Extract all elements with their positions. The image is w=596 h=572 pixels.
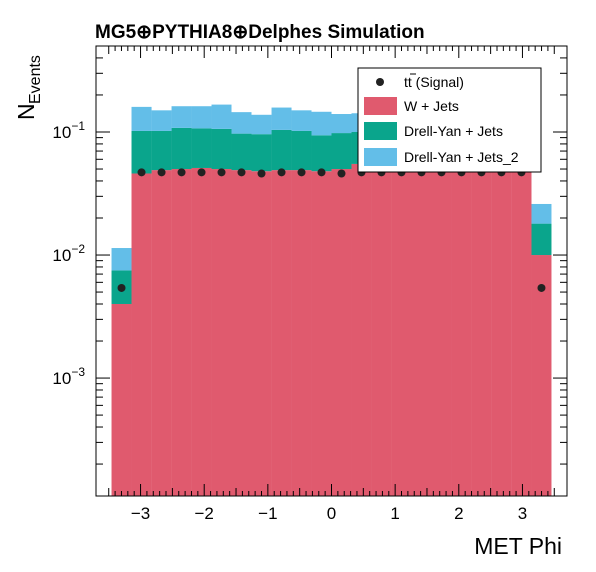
bar-w-jets-16: [431, 164, 451, 496]
bar-w-jets-20: [511, 167, 531, 496]
signal-point-1: [138, 168, 146, 176]
y-tick-label: 10−1: [52, 119, 85, 142]
bar-drell-yan-jets-2-8: [272, 108, 292, 130]
bar-w-jets-6: [232, 170, 252, 496]
bar-drell-yan-jets-8: [272, 130, 292, 170]
legend-swatch: [364, 148, 397, 166]
y-axis-label-main: N: [13, 103, 39, 120]
y-axis-tick-labels: 10−3 10−2 10−1: [52, 119, 85, 388]
x-axis-label: MET Phi: [474, 533, 562, 559]
x-tick-label: 3: [518, 504, 527, 523]
signal-point-3: [178, 168, 186, 176]
bar-w-jets-15: [412, 163, 432, 496]
x-tick-label: −3: [131, 504, 150, 523]
bar-drell-yan-jets-7: [251, 134, 271, 171]
legend-swatch: [364, 97, 397, 115]
signal-point-2: [158, 168, 166, 176]
signal-point-4: [198, 168, 206, 176]
x-tick-label: 1: [390, 504, 399, 523]
bar-w-jets-10: [312, 171, 332, 496]
bar-drell-yan-jets-3: [172, 128, 192, 169]
bar-w-jets-13: [371, 164, 391, 496]
bar-w-jets-5: [212, 169, 232, 496]
signal-point-0: [118, 284, 126, 292]
bar-w-jets-3: [172, 169, 192, 496]
signal-point-9: [298, 168, 306, 176]
legend-label-signal: tt (Signal): [404, 74, 464, 90]
bar-drell-yan-jets-2-11: [332, 114, 352, 133]
bar-w-jets-14: [391, 164, 411, 496]
bar-drell-yan-jets-21: [531, 224, 551, 255]
signal-point-5: [218, 168, 226, 176]
bar-w-jets-4: [192, 168, 212, 496]
signal-point-10: [318, 168, 326, 176]
bar-w-jets-1: [132, 173, 152, 496]
bar-drell-yan-jets-2-5: [212, 105, 232, 129]
bar-drell-yan-jets-2-3: [172, 106, 192, 128]
x-tick-label: 2: [454, 504, 463, 523]
y-tick-label: 10−2: [52, 242, 85, 265]
signal-point-21: [537, 284, 545, 292]
bar-w-jets-17: [451, 164, 471, 496]
x-tick-label: 0: [327, 504, 336, 523]
legend-marker-signal: [376, 78, 384, 86]
bar-drell-yan-jets-2-2: [152, 110, 172, 131]
legend-swatch: [364, 122, 397, 140]
bar-drell-yan-jets-2-9: [292, 110, 312, 131]
signal-point-8: [278, 168, 286, 176]
bar-w-jets-7: [251, 171, 271, 496]
y-tick-label: 10−3: [52, 365, 85, 388]
chart-title: MG5⊕PYTHIA8⊕Delphes Simulation: [95, 22, 425, 43]
signal-point-7: [258, 169, 266, 177]
bar-w-jets-19: [491, 165, 511, 496]
bar-drell-yan-jets-9: [292, 131, 312, 170]
bar-drell-yan-jets-1: [132, 131, 152, 174]
y-axis-label: N Events: [13, 55, 44, 120]
x-tick-label: −1: [258, 504, 277, 523]
legend: tt (Signal) W + Jets Drell-Yan + Jets Drell…: [358, 68, 541, 172]
bar-w-jets-11: [332, 169, 352, 496]
bar-drell-yan-jets-2-21: [531, 204, 551, 224]
bar-w-jets-9: [292, 170, 312, 496]
signal-point-6: [238, 168, 246, 176]
bar-drell-yan-jets-2-7: [251, 115, 271, 134]
bar-w-jets-8: [272, 170, 292, 496]
bar-drell-yan-jets-11: [332, 133, 352, 169]
bar-w-jets-18: [471, 164, 491, 496]
bar-drell-yan-jets-2: [152, 131, 172, 170]
bar-drell-yan-jets-2-4: [192, 106, 212, 128]
legend-label: W + Jets: [404, 98, 459, 114]
legend-label: Drell-Yan + Jets_2: [404, 149, 519, 165]
bar-drell-yan-jets-5: [212, 129, 232, 169]
bar-drell-yan-jets-2-10: [312, 112, 332, 136]
x-tick-label: −2: [195, 504, 214, 523]
bar-w-jets-12: [351, 164, 371, 496]
bar-w-jets-0: [112, 304, 132, 496]
bar-drell-yan-jets-2-6: [232, 112, 252, 133]
bar-drell-yan-jets-2-1: [132, 107, 152, 131]
legend-label: Drell-Yan + Jets: [404, 123, 503, 139]
bar-w-jets-2: [152, 170, 172, 496]
x-axis-tick-labels: −3 −2 −1 0 1 2 3: [131, 504, 527, 523]
signal-point-11: [337, 169, 345, 177]
bar-drell-yan-jets-4: [192, 128, 212, 168]
bar-drell-yan-jets-6: [232, 134, 252, 170]
y-axis-label-sub: Events: [27, 55, 44, 104]
bar-drell-yan-jets-2-0: [112, 248, 132, 270]
bar-drell-yan-jets-10: [312, 135, 332, 171]
